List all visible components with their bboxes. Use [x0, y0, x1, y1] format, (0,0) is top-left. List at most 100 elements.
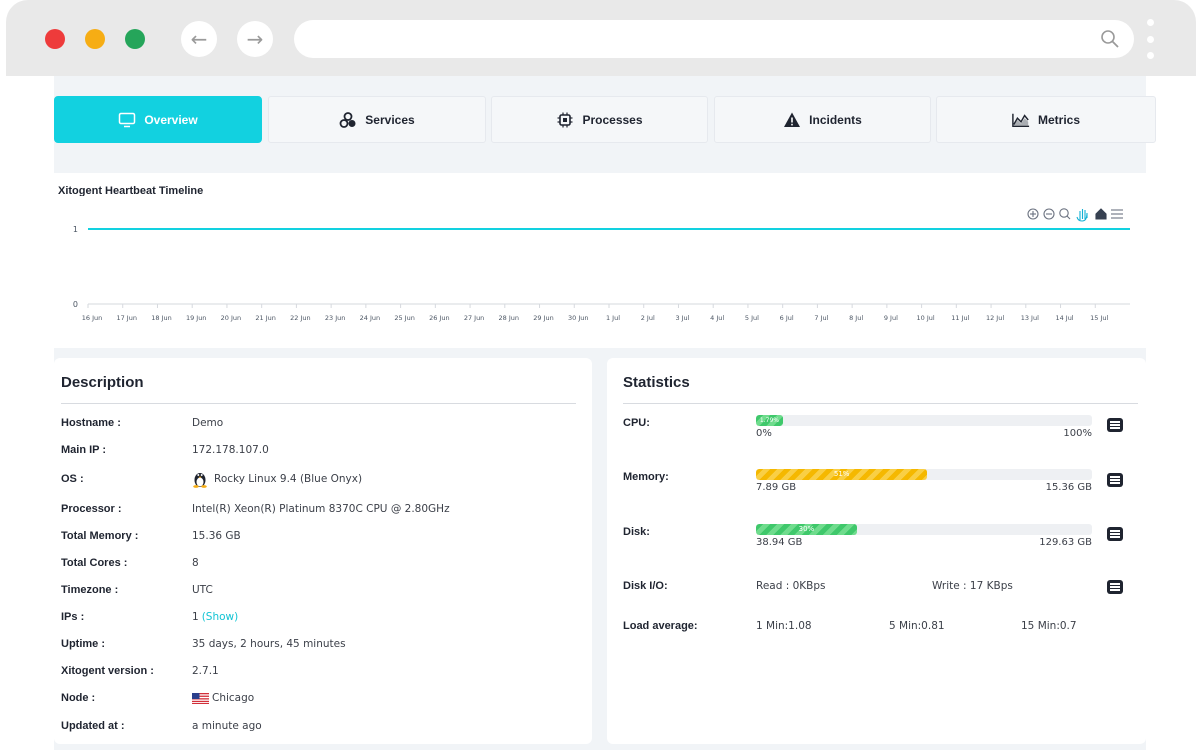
row-label: Total Cores :: [61, 557, 128, 569]
row-label: Updated at :: [61, 720, 125, 732]
processor-row: Processor : Intel(R) Xeon(R) Platinum 83…: [61, 499, 450, 519]
row-value: 15.36 GB: [192, 530, 241, 542]
tab-label: Processes: [582, 112, 643, 127]
load-15min-value: 15 Min:0.7: [1021, 620, 1077, 632]
memory-percent-label: 51%: [833, 470, 850, 478]
row-label: OS :: [61, 473, 84, 485]
tab-overview[interactable]: Overview: [54, 96, 262, 143]
x-tick-label: 14 Jul: [1055, 314, 1073, 322]
tab-processes[interactable]: Processes: [491, 96, 708, 143]
disk-io-details-button[interactable]: [1107, 580, 1123, 594]
tab-label: Services: [365, 112, 415, 127]
x-tick-label: 16 Jun: [82, 314, 103, 322]
xitogent-version-row: Xitogent version : 2.7.1: [61, 661, 219, 681]
x-tick-label: 12 Jul: [986, 314, 1004, 322]
row-value: 8: [192, 557, 199, 569]
load-average-label: Load average:: [623, 620, 698, 632]
ips-count: 1: [192, 611, 199, 623]
x-tick-label: 6 Jul: [780, 314, 794, 322]
close-window-button[interactable]: [45, 29, 65, 49]
x-tick-label: 20 Jun: [221, 314, 242, 322]
row-value: 172.178.107.0: [192, 444, 269, 456]
memory-progress-bar: 51%: [756, 469, 1092, 480]
monitor-icon: [119, 112, 136, 127]
x-tick-label: 22 Jun: [290, 314, 311, 322]
x-tick-label: 19 Jun: [186, 314, 207, 322]
heartbeat-chart-svg: 0 1 16 Jun 17 Jun 18 Jun 19 Jun 20 Jun 21 Jun 22…: [73, 208, 1130, 322]
statistics-title: Statistics: [623, 374, 690, 391]
home-icon[interactable]: [1095, 208, 1107, 220]
back-button[interactable]: ←: [181, 21, 217, 57]
row-label: Processor :: [61, 503, 122, 515]
disk-percent-label: 30%: [798, 525, 815, 533]
zoom-select-icon[interactable]: [1059, 208, 1071, 220]
zoom-in-icon[interactable]: [1027, 208, 1039, 220]
x-tick-label: 5 Jul: [745, 314, 759, 322]
pan-icon[interactable]: [1076, 209, 1088, 222]
x-tick-label: 29 Jun: [533, 314, 554, 322]
row-value: Demo: [192, 417, 224, 429]
minimize-window-button[interactable]: [85, 29, 105, 49]
row-value: 2.7.1: [192, 665, 219, 677]
show-ips-link[interactable]: (Show): [201, 611, 239, 623]
disk-io-label: Disk I/O:: [623, 580, 668, 592]
maximize-window-button[interactable]: [125, 29, 145, 49]
cpu-min-label: 0%: [756, 428, 772, 439]
disk-details-button[interactable]: [1107, 527, 1123, 541]
row-label: Hostname :: [61, 417, 121, 429]
arrow-right-icon: →: [246, 27, 264, 51]
load-1min-value: 1 Min:1.08: [756, 620, 812, 632]
row-value-group: Rocky Linux 9.4 (Blue Onyx): [192, 470, 362, 488]
search-icon[interactable]: [1100, 29, 1120, 49]
cpu-percent-label: 1.79%: [759, 417, 779, 424]
tab-bar: Overview Services Processes Incidents Me…: [54, 76, 1156, 173]
x-tick-label: 26 Jun: [429, 314, 450, 322]
row-value: 35 days, 2 hours, 45 minutes: [192, 638, 346, 650]
linux-penguin-icon: [193, 473, 207, 488]
browser-menu-button[interactable]: [1146, 19, 1154, 59]
memory-label: Memory:: [623, 471, 669, 483]
row-value-group: 1 (Show): [192, 611, 238, 623]
x-tick-label: 21 Jun: [255, 314, 276, 322]
menu-icon[interactable]: [1111, 209, 1123, 219]
os-row: OS : Rocky Linux 9.4 (Blue Onyx): [61, 469, 362, 489]
tab-metrics[interactable]: Metrics: [936, 96, 1156, 143]
memory-used-label: 7.89 GB: [756, 482, 797, 493]
divider: [61, 403, 576, 404]
zoom-out-icon[interactable]: [1043, 208, 1055, 220]
os-value: Rocky Linux 9.4 (Blue Onyx): [214, 473, 363, 485]
row-label: Timezone :: [61, 584, 119, 596]
tab-services[interactable]: Services: [268, 96, 486, 143]
x-tick-label: 23 Jun: [325, 314, 346, 322]
x-tick-label: 8 Jul: [849, 314, 863, 322]
total-cores-row: Total Cores : 8: [61, 553, 199, 573]
row-label: Main IP :: [61, 444, 107, 456]
x-tick-label: 25 Jun: [394, 314, 415, 322]
y-tick-label: 1: [73, 225, 78, 234]
cpu-details-button[interactable]: [1107, 418, 1123, 432]
y-tick-label: 0: [73, 300, 78, 309]
row-value: a minute ago: [192, 720, 262, 732]
hostname-row: Hostname : Demo: [61, 413, 223, 433]
disk-used-label: 38.94 GB: [756, 537, 803, 548]
disk-write-value: Write : 17 KBps: [932, 580, 1013, 592]
x-tick-label: 27 Jun: [464, 314, 485, 322]
memory-details-button[interactable]: [1107, 473, 1123, 487]
timezone-row: Timezone : UTC: [61, 580, 213, 600]
tab-incidents[interactable]: Incidents: [714, 96, 931, 143]
statistics-panel: Statistics CPU: 1.79% 0% 100% Memory: 51…: [607, 358, 1146, 744]
forward-button[interactable]: →: [237, 21, 273, 57]
address-bar[interactable]: [294, 20, 1134, 58]
x-tick-label: 28 Jun: [499, 314, 520, 322]
row-value: UTC: [192, 584, 213, 596]
heartbeat-chart: 0 1 16 Jun 17 Jun 18 Jun 19 Jun 20 Jun 21 Jun 22…: [54, 196, 1146, 348]
row-value: Intel(R) Xeon(R) Platinum 8370C CPU @ 2.…: [192, 503, 450, 515]
cpu-max-label: 100%: [1063, 428, 1092, 439]
x-tick-label: 1 Jul: [606, 314, 620, 322]
services-icon: [339, 111, 356, 128]
x-tick-label: 10 Jul: [917, 314, 935, 322]
x-tick-label: 15 Jul: [1090, 314, 1108, 322]
area-chart-icon: [1012, 113, 1030, 127]
chip-icon: [557, 112, 573, 127]
cpu-progress-bar: 1.79%: [756, 415, 1092, 426]
